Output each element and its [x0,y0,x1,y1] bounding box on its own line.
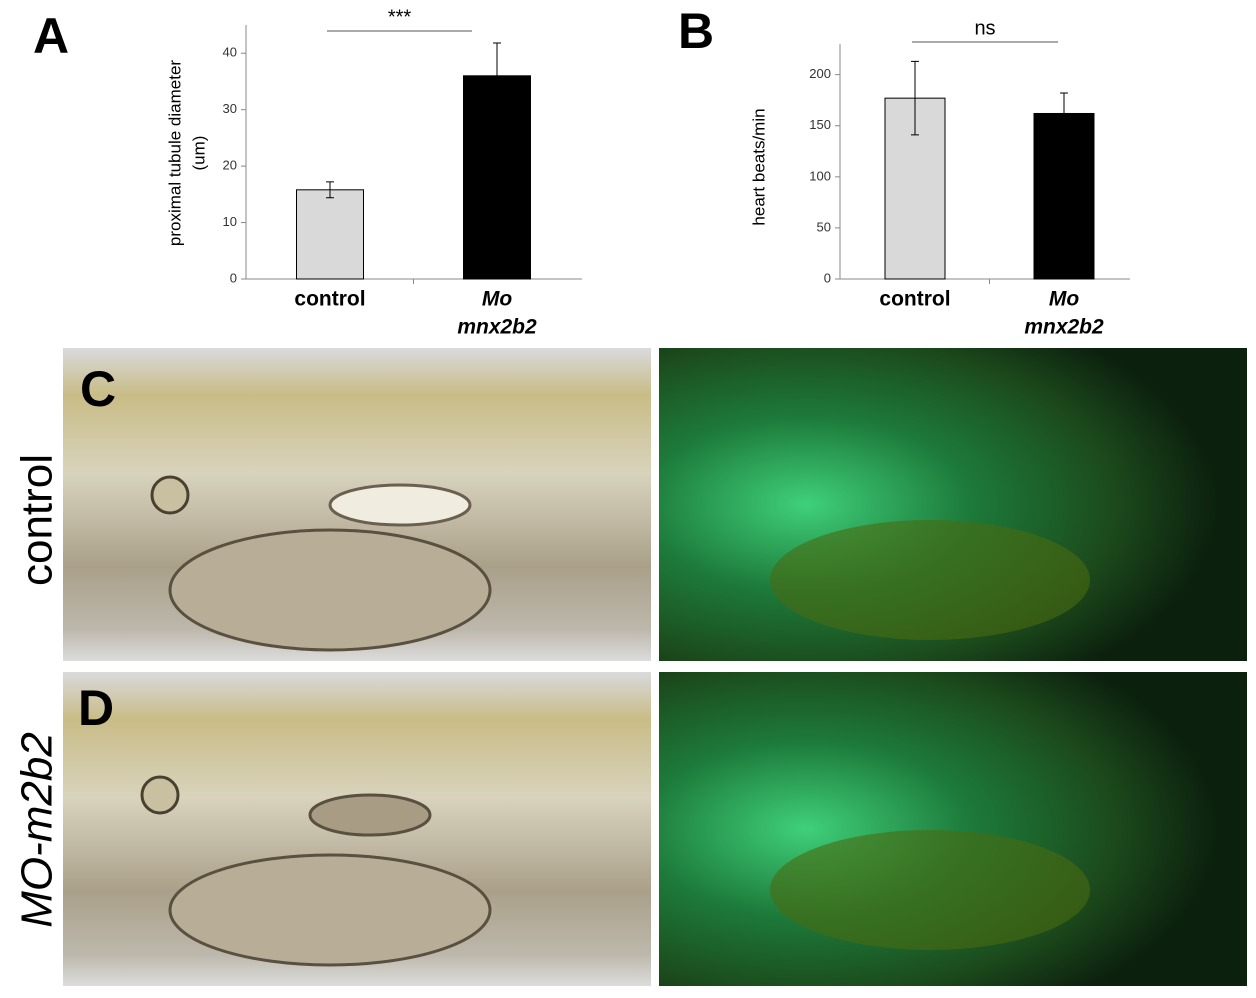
x-tick-label: mnx2b2 [1024,316,1104,339]
photo-c-fluorescence [659,348,1247,661]
x-tick-label: mnx2b2 [457,316,537,339]
photo-d-brightfield [63,672,651,986]
photo-c-brightfield [63,348,651,661]
error-bar [911,60,919,136]
significance-label: *** [388,6,412,28]
bar [296,189,364,280]
error-bar [1060,92,1068,135]
y-tick-label: 0 [824,270,831,285]
y-tick-label: 10 [223,214,237,229]
bar [463,75,531,280]
significance-label: ns [974,17,995,39]
row-label: MO-m2b2 [13,732,62,928]
y-tick-label: 150 [809,117,831,132]
row-label: control [13,454,62,586]
error-bar [326,181,334,199]
y-axis-label: (um) [189,136,208,171]
y-tick-label: 200 [809,66,831,81]
panel-label: A [33,8,69,64]
y-axis-label: proximal tubule diameter [165,60,184,246]
x-tick-label: Mo [482,288,512,311]
x-tick-label: control [879,288,950,311]
x-tick-label: control [294,288,365,311]
photo-d-fluorescence [659,672,1247,986]
y-tick-label: 50 [817,219,831,234]
y-tick-label: 100 [809,168,831,183]
y-tick-label: 0 [230,270,237,285]
error-bar [493,42,501,110]
bar [1033,112,1095,280]
x-tick-label: Mo [1049,288,1079,311]
panel-label: B [678,3,714,59]
panel-label: D [78,680,114,736]
y-tick-label: 40 [223,45,237,60]
panel-label: C [80,361,116,417]
y-axis-label: heart beats/min [749,108,768,225]
y-tick-label: 20 [223,158,237,173]
y-tick-label: 30 [223,101,237,116]
